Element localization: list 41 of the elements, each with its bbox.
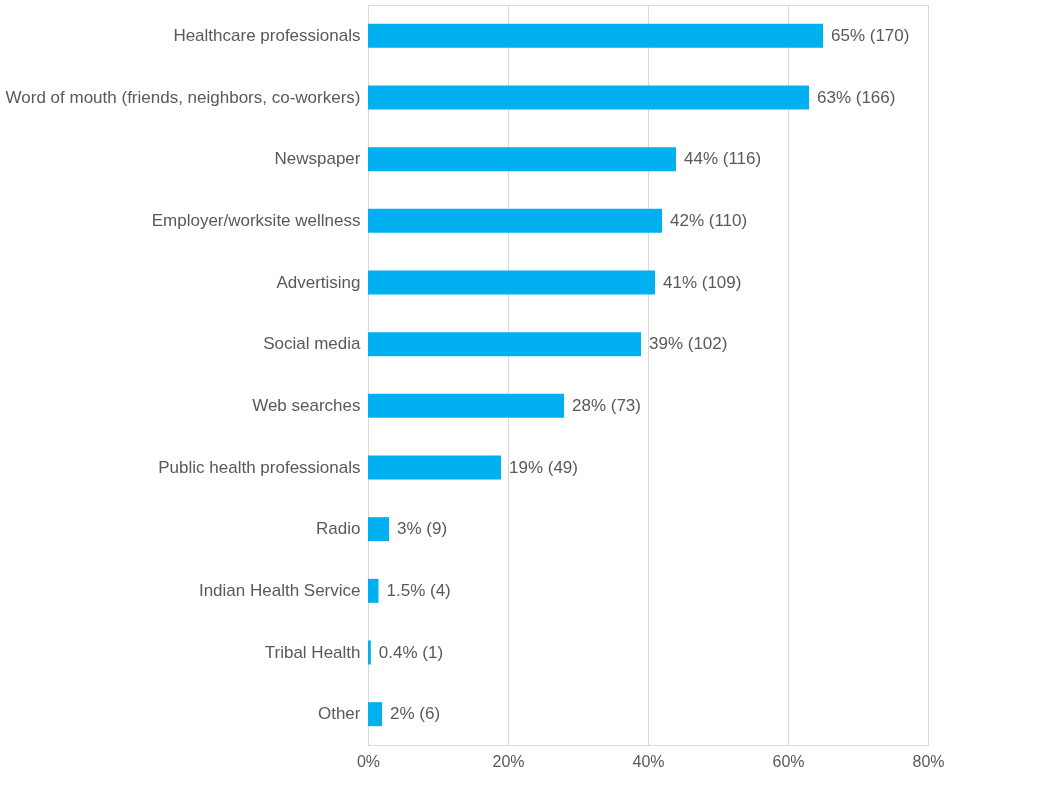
bar (368, 270, 655, 295)
bar (368, 23, 823, 48)
y-tick-label: Other (317, 704, 361, 724)
data-label: 2% (6) (390, 704, 441, 724)
bar (368, 455, 501, 480)
x-tick-label: 40% (632, 752, 665, 770)
bar (368, 85, 809, 110)
bar (368, 517, 389, 542)
y-tick-label: Healthcare professionals (173, 25, 361, 45)
data-label: 63% (166) (817, 87, 896, 107)
bar (368, 640, 371, 665)
y-tick-label: Public health professionals (158, 457, 361, 477)
data-label: 65% (170) (831, 25, 910, 45)
data-label: 42% (110) (670, 210, 748, 230)
y-tick-label: Advertising (276, 272, 361, 292)
bar (368, 332, 641, 357)
x-tick-label: 0% (356, 752, 381, 770)
data-label: 3% (9) (397, 519, 448, 539)
bar (368, 702, 382, 727)
y-tick-label: Word of mouth (friends, neighbors, co-workers) (5, 87, 361, 107)
y-tick-label: Radio (316, 519, 361, 539)
bar (368, 208, 662, 233)
y-tick-label: Web searches (252, 395, 361, 415)
data-label: 1.5% (4) (386, 580, 451, 600)
x-tick-label: 20% (492, 752, 525, 770)
y-tick-label: Newspaper (274, 149, 361, 169)
x-tick-label: 80% (912, 752, 945, 770)
y-tick-label: Tribal Health (264, 642, 361, 662)
data-label: 41% (109) (663, 272, 742, 292)
data-label: 39% (102) (649, 334, 728, 354)
bar (368, 393, 564, 418)
data-label: 0.4% (1) (378, 642, 444, 662)
x-tick-label: 60% (772, 752, 805, 770)
data-label: 44% (116) (684, 149, 762, 169)
y-tick-label: Indian Health Service (198, 580, 361, 600)
bar (368, 147, 676, 172)
bar (368, 578, 379, 603)
data-label: 28% (73) (572, 395, 641, 415)
y-tick-label: Social media (263, 334, 362, 354)
data-label: 19% (49) (509, 457, 578, 477)
y-tick-label: Employer/worksite wellness (151, 210, 361, 230)
